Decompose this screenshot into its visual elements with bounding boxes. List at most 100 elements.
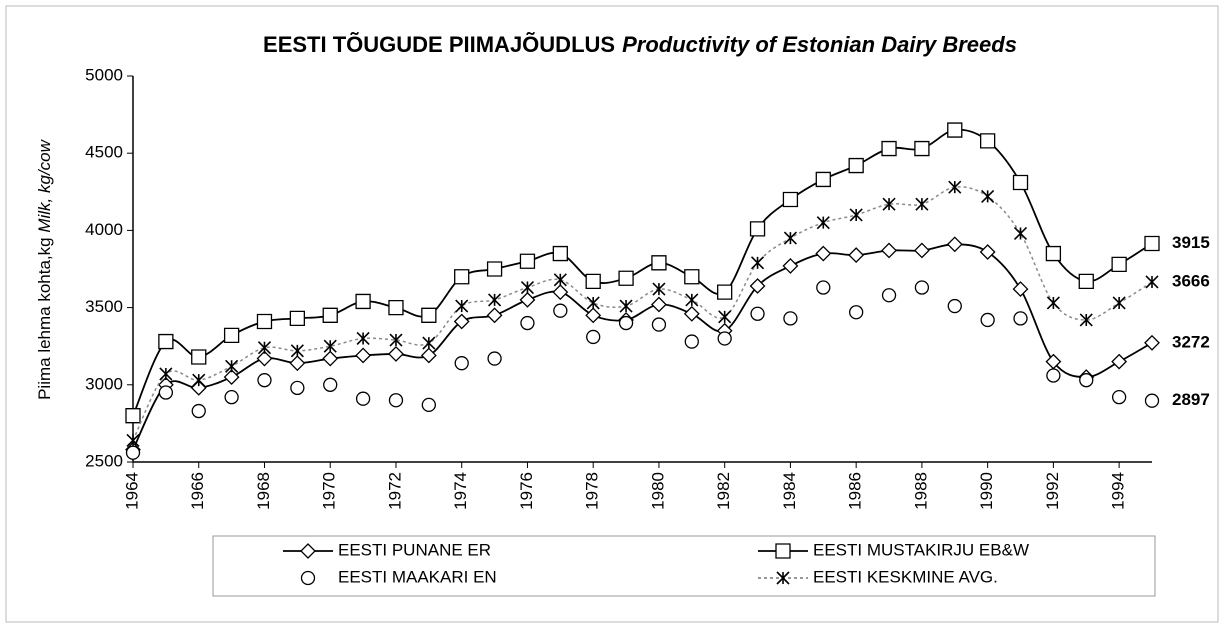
marker — [776, 571, 790, 585]
marker — [1112, 296, 1126, 310]
x-tick-label: 1978 — [583, 472, 602, 510]
y-tick-label: 5000 — [85, 65, 123, 84]
marker — [455, 299, 469, 313]
marker — [1079, 373, 1094, 388]
marker — [422, 336, 436, 350]
marker — [323, 377, 338, 392]
marker — [454, 269, 470, 285]
marker — [290, 380, 305, 396]
marker — [848, 247, 865, 264]
marker — [816, 280, 831, 295]
x-tick-label: 1994 — [1109, 472, 1128, 510]
marker — [684, 269, 700, 285]
marker — [519, 291, 536, 308]
marker — [356, 331, 370, 346]
marker — [486, 307, 503, 324]
legend-box — [212, 535, 1156, 597]
ylabel-en: Milk, kg/cow — [35, 138, 54, 232]
marker — [519, 253, 536, 269]
marker — [552, 284, 569, 301]
marker — [749, 221, 766, 237]
marker — [158, 333, 174, 350]
marker — [881, 242, 897, 259]
marker — [946, 236, 963, 253]
marker — [1078, 273, 1094, 290]
marker — [749, 278, 766, 294]
marker — [553, 303, 568, 318]
x-tick-label: 1964 — [122, 472, 141, 510]
marker — [815, 245, 832, 262]
marker — [882, 197, 896, 211]
marker — [300, 543, 316, 559]
marker — [981, 189, 995, 203]
marker — [454, 356, 469, 371]
marker — [881, 288, 897, 303]
marker — [652, 282, 666, 296]
marker — [979, 133, 996, 149]
marker — [388, 346, 404, 362]
end-value-label: 3272 — [1172, 332, 1210, 351]
marker — [849, 305, 864, 320]
marker — [453, 313, 470, 330]
marker — [289, 310, 306, 327]
marker — [223, 327, 240, 344]
marker — [1111, 353, 1128, 370]
end-value-label: 3666 — [1172, 271, 1210, 290]
marker — [1144, 334, 1160, 351]
marker — [750, 256, 765, 270]
marker — [520, 280, 535, 295]
marker — [1012, 281, 1029, 297]
marker — [1046, 368, 1061, 383]
marker — [979, 244, 996, 260]
title-en: Productivity of Estonian Dairy Breeds — [622, 32, 1017, 57]
marker — [191, 349, 207, 365]
y-tick-label: 3500 — [85, 297, 123, 316]
marker — [1111, 256, 1127, 273]
y-tick-label: 2500 — [85, 451, 123, 470]
marker — [421, 307, 437, 323]
marker — [783, 311, 798, 326]
chart-title: EESTI TÕUGUDE PIIMAJÕUDLUS Productivity o… — [263, 32, 1017, 57]
marker — [125, 408, 141, 424]
marker — [775, 543, 791, 559]
x-tick-label: 1990 — [977, 472, 996, 510]
marker — [915, 197, 929, 211]
marker — [486, 261, 503, 277]
marker — [225, 359, 239, 373]
marker — [683, 305, 700, 322]
marker — [223, 369, 240, 385]
marker — [125, 445, 141, 460]
marker — [257, 373, 272, 388]
x-tick-label: 1992 — [1043, 472, 1062, 510]
marker — [717, 284, 733, 300]
x-tick-label: 1974 — [451, 472, 470, 510]
marker — [684, 334, 699, 349]
marker — [618, 315, 634, 331]
x-tick-label: 1972 — [385, 472, 404, 510]
marker — [585, 273, 601, 290]
marker — [782, 257, 799, 274]
marker — [520, 315, 535, 331]
x-tick-label: 1982 — [714, 472, 733, 510]
legend-label: EESTI MAAKARI EN — [338, 567, 497, 586]
marker — [159, 367, 173, 381]
chart-frame — [5, 5, 1219, 623]
marker — [619, 299, 633, 313]
marker — [256, 350, 273, 367]
marker — [256, 313, 273, 330]
marker — [192, 373, 206, 387]
marker — [651, 317, 667, 332]
x-tick-label: 1976 — [517, 472, 536, 510]
marker — [1144, 393, 1160, 408]
marker — [257, 341, 272, 355]
x-tick-label: 1968 — [254, 472, 273, 510]
marker — [948, 180, 962, 194]
marker — [323, 339, 337, 353]
marker — [300, 570, 316, 586]
marker — [586, 296, 600, 310]
title-et: EESTI TÕUGUDE PIIMAJÕUDLUS — [263, 32, 615, 57]
marker — [718, 310, 732, 324]
marker — [224, 390, 239, 405]
marker — [355, 391, 371, 406]
